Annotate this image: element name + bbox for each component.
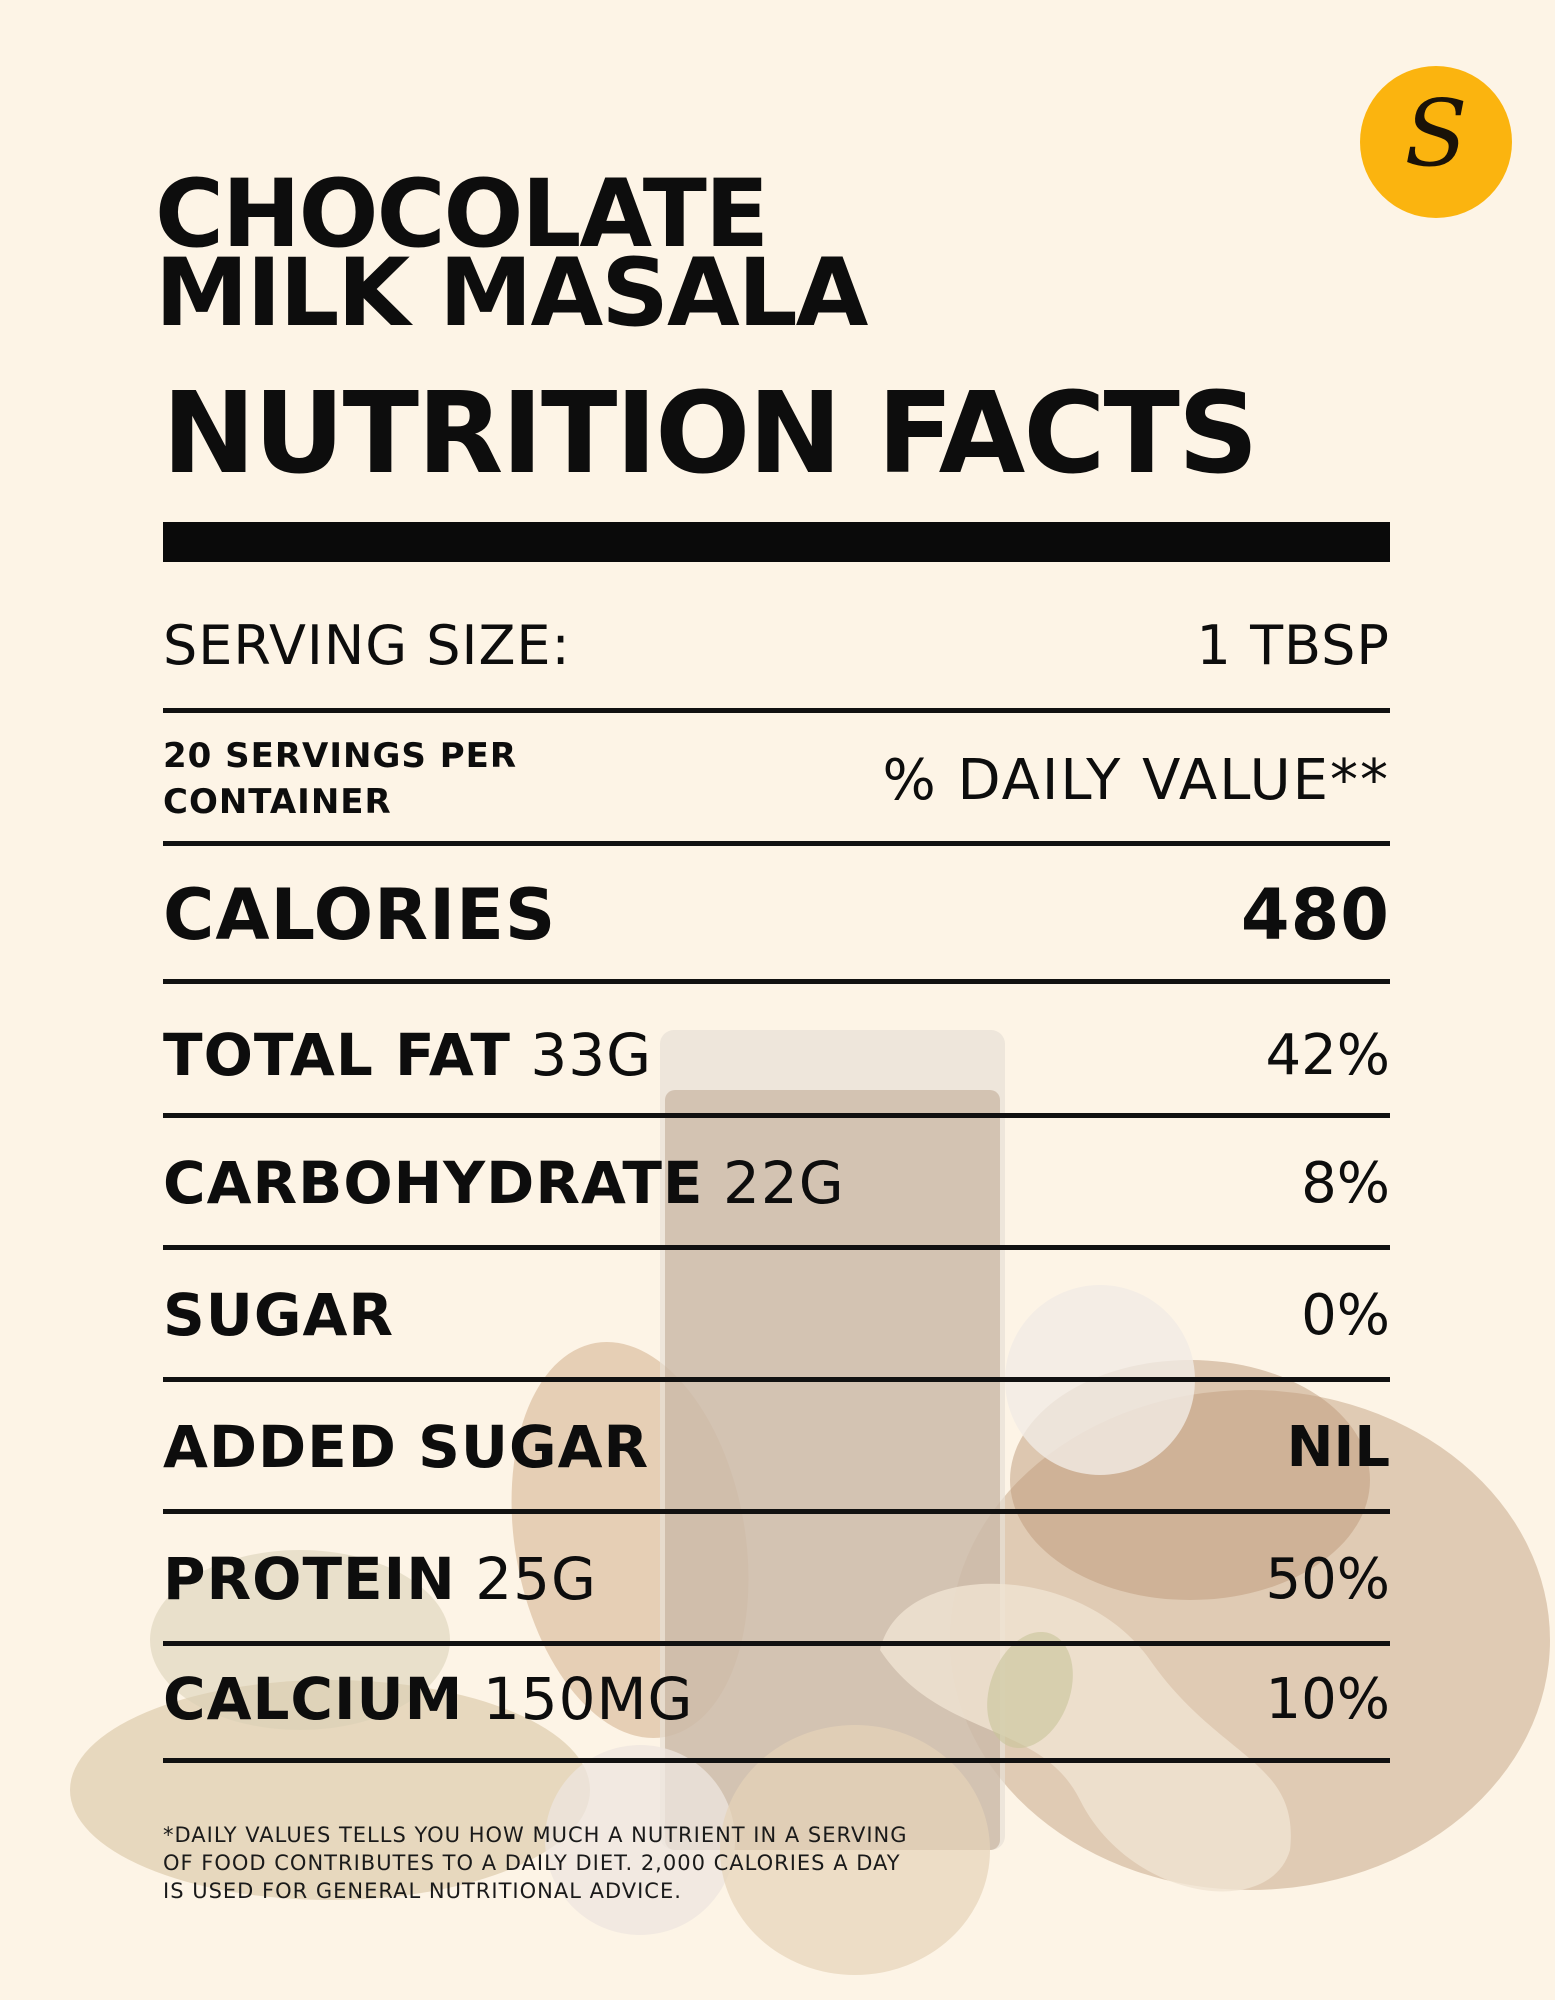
- calories-label: CALORIES: [163, 874, 557, 956]
- nutrient-name: PROTEIN: [163, 1545, 456, 1613]
- nutrient-amount: 25G: [475, 1545, 597, 1613]
- daily-value-header: % DAILY VALUE**: [882, 747, 1390, 813]
- nutrient-row: PROTEIN 25G 50%: [163, 1524, 1390, 1634]
- logo-letter: S: [1404, 80, 1468, 187]
- nutrient-row: TOTAL FAT 33G 42%: [163, 1000, 1390, 1110]
- nutrient-name: SUGAR: [163, 1281, 395, 1349]
- daily-value-footnote: *DAILY VALUES TELLS YOU HOW MUCH A NUTRI…: [163, 1823, 908, 1903]
- nutrient-name: TOTAL FAT: [163, 1021, 511, 1089]
- header-divider: [163, 522, 1390, 562]
- divider: [163, 1758, 1390, 1763]
- nutrient-daily-value: 10%: [1265, 1666, 1390, 1732]
- serving-size-row: SERVING SIZE: 1 TBSP: [163, 605, 1390, 685]
- nutrient-daily-value: 8%: [1301, 1150, 1390, 1216]
- product-title-line1: CHOCOLATE: [155, 160, 769, 269]
- divider: [163, 1509, 1390, 1514]
- nutrient-daily-value: 50%: [1265, 1546, 1390, 1612]
- nutrient-name: ADDED SUGAR: [163, 1413, 650, 1481]
- serving-size-value: 1 TBSP: [1196, 613, 1390, 677]
- divider: [163, 979, 1390, 984]
- serving-size-label: SERVING SIZE:: [163, 613, 571, 677]
- nutrient-name: CARBOHYDRATE: [163, 1149, 704, 1217]
- brand-logo: S: [1360, 66, 1512, 218]
- calories-value: 480: [1240, 874, 1390, 956]
- divider: [163, 708, 1390, 713]
- nutrient-daily-value: 0%: [1301, 1282, 1390, 1348]
- divider: [163, 1377, 1390, 1382]
- divider: [163, 1113, 1390, 1118]
- nutrient-amount: 33G: [530, 1021, 653, 1089]
- nutrient-amount: 150MG: [482, 1665, 694, 1733]
- nutrient-daily-value: 42%: [1265, 1022, 1390, 1088]
- nutrient-row: CARBOHYDRATE 22G 8%: [163, 1128, 1390, 1238]
- nutrient-daily-value: NIL: [1286, 1414, 1390, 1480]
- divider: [163, 1245, 1390, 1250]
- divider: [163, 841, 1390, 846]
- nutrient-amount: 22G: [722, 1149, 845, 1217]
- nutrient-row: SUGAR 0%: [163, 1260, 1390, 1370]
- servings-row: 20 SERVINGS PER CONTAINER % DAILY VALUE*…: [163, 725, 1390, 835]
- nutrient-name: CALCIUM: [163, 1665, 464, 1733]
- servings-per-container: 20 SERVINGS PER CONTAINER: [163, 736, 518, 822]
- product-title-line2: MILK MASALA: [155, 239, 868, 348]
- nutrient-row: CALCIUM 150MG 10%: [163, 1644, 1390, 1754]
- nutrient-row: ADDED SUGAR NIL: [163, 1392, 1390, 1502]
- calories-row: CALORIES 480: [163, 865, 1390, 965]
- nutrition-facts-heading: NUTRITION FACTS: [162, 369, 1259, 499]
